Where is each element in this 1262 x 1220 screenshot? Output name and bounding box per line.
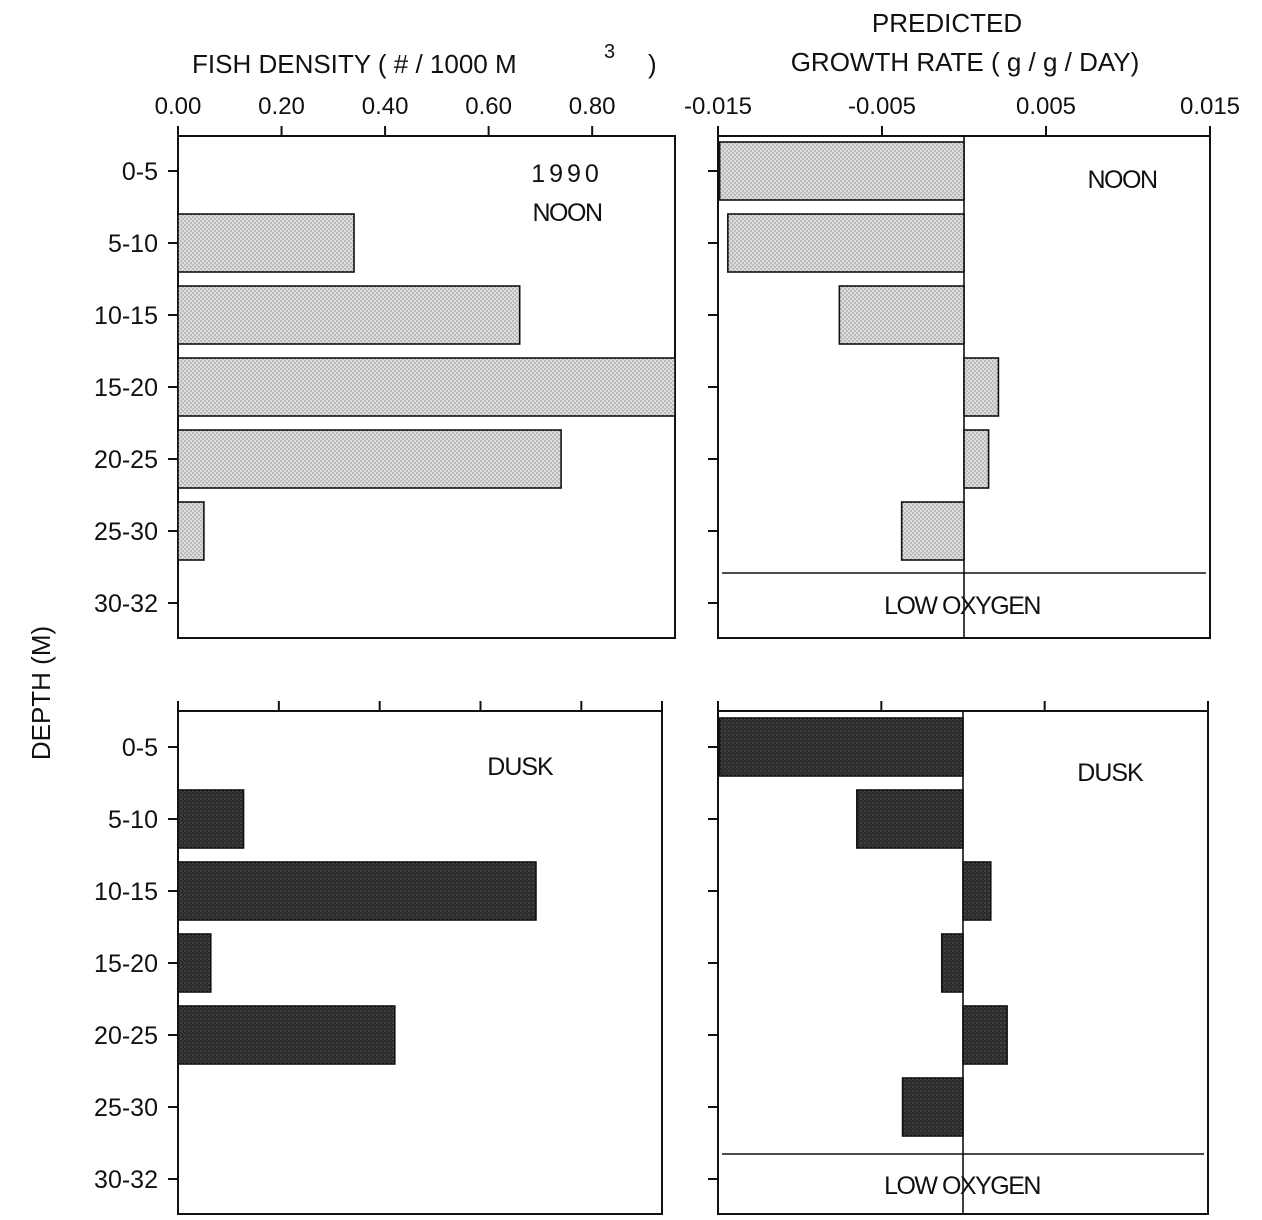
y-tick-label: 5-10 — [108, 806, 158, 834]
y-tick-label: 0-5 — [122, 734, 158, 762]
x-tick-label: 0.80 — [569, 93, 616, 120]
bar — [963, 357, 1000, 417]
bar — [838, 285, 965, 345]
bar — [177, 213, 355, 273]
dusk-annotation-right: DUSK — [1077, 759, 1144, 787]
noon-annotation-left: NOON — [533, 199, 602, 227]
panel-top-left-header: FISH DENSITY ( # / 1000 M 3 ) — [192, 41, 657, 79]
bar — [900, 501, 965, 561]
bar — [963, 429, 990, 489]
bar — [177, 429, 562, 489]
panel-top-right-header: PREDICTED GROWTH RATE ( g / g / DAY) — [791, 8, 1140, 77]
x-tick-label: 0.005 — [1016, 93, 1076, 120]
x-tick-label: 0.20 — [258, 93, 305, 120]
bar — [177, 285, 521, 345]
bar — [962, 1005, 1008, 1065]
x-tick-label: -0.005 — [848, 93, 916, 120]
x-tick-label: 0.00 — [155, 93, 202, 120]
x-tick-label: 0.40 — [362, 93, 409, 120]
bar — [177, 1005, 396, 1065]
x-tick-label: 0.015 — [1180, 93, 1240, 120]
bar — [901, 1077, 964, 1137]
density-axis-title-superscript: 3 — [604, 41, 615, 63]
y-tick-label: 25-30 — [94, 1094, 158, 1122]
y-tick-label: 0-5 — [122, 158, 158, 186]
low-oxygen-annotation-top: LOW OXYGEN — [884, 592, 1040, 620]
panel-bottom-right-growth-dusk — [708, 701, 1209, 1215]
panel-bottom-left-density-dusk: 0-5 5-10 10-15 15-20 20-25 25-30 30-32 — [94, 701, 663, 1215]
bar — [940, 933, 964, 993]
bar — [177, 861, 537, 921]
bar — [718, 717, 964, 777]
noon-annotation-right: NOON — [1088, 166, 1157, 194]
y-tick-label: 30-32 — [94, 590, 158, 618]
bar — [177, 789, 245, 849]
bar — [177, 357, 676, 417]
y-tick-label: 30-32 — [94, 1166, 158, 1194]
growth-axis-title-line1: PREDICTED — [872, 8, 1022, 38]
density-axis-title: FISH DENSITY ( # / 1000 M — [192, 49, 517, 79]
y-tick-label: 15-20 — [94, 950, 158, 978]
y-tick-label: 10-15 — [94, 878, 158, 906]
panel-top-left-density-noon: 0.00 0.20 0.40 0.60 0.80 0-5 5-10 10-15 15-20 20-… — [94, 93, 676, 639]
low-oxygen-annotation-bottom: LOW OXYGEN — [884, 1172, 1040, 1200]
growth-axis-title-line2: GROWTH RATE ( g / g / DAY) — [791, 47, 1140, 77]
year-annotation: 1990 — [531, 160, 603, 188]
bar — [856, 789, 964, 849]
y-tick-label: 15-20 — [94, 374, 158, 402]
y-tick-label: 5-10 — [108, 230, 158, 258]
density-axis-title-close: ) — [648, 49, 657, 79]
x-tick-label: -0.015 — [684, 93, 752, 120]
bar — [962, 861, 992, 921]
panel-top-right-growth-noon: -0.015 -0.005 0.005 0.015 — [684, 93, 1240, 639]
bar — [177, 933, 212, 993]
y-tick-label: 25-30 — [94, 518, 158, 546]
y-tick-label: 10-15 — [94, 302, 158, 330]
y-tick-label: 20-25 — [94, 1022, 158, 1050]
bar — [718, 141, 965, 201]
depth-axis-label: DEPTH (M) — [26, 626, 56, 760]
bar — [727, 213, 965, 273]
bar — [177, 501, 205, 561]
x-tick-label: 0.60 — [465, 93, 512, 120]
plot-frame — [177, 710, 663, 1215]
dusk-annotation-left: DUSK — [487, 753, 554, 781]
y-tick-label: 20-25 — [94, 446, 158, 474]
